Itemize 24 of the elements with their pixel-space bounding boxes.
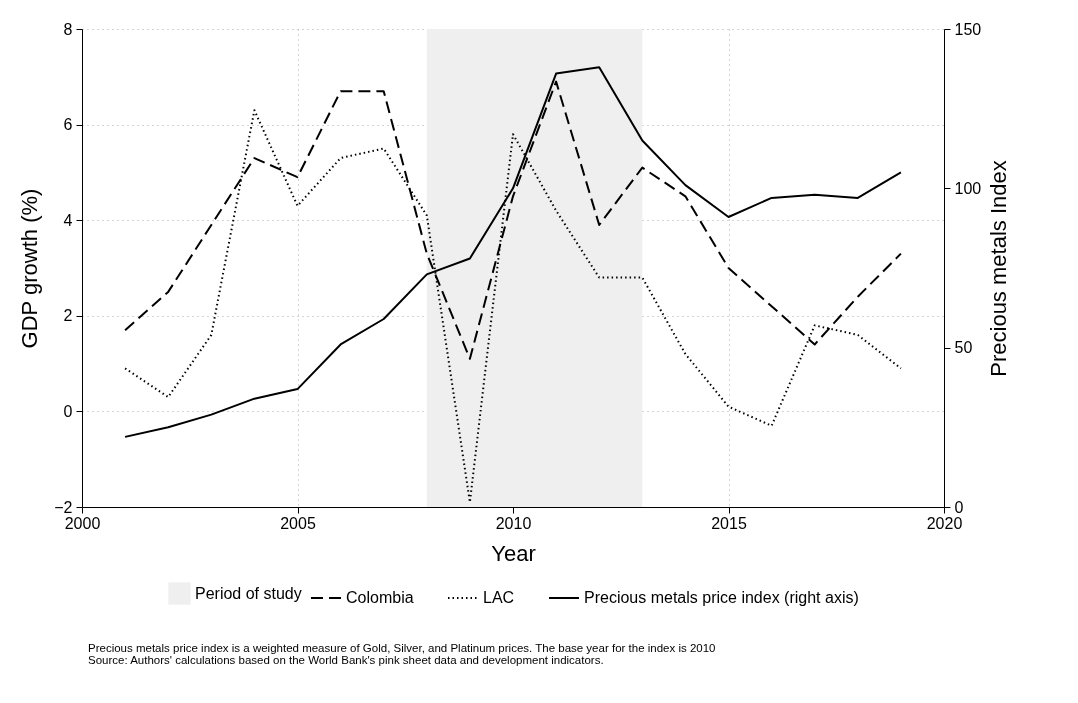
y-axis-title: GDP growth (%) [17,188,43,349]
y-tick-label: −2 [54,498,73,516]
y2-tick-label: 50 [954,339,973,357]
legend-label: Period of study [195,584,302,602]
y-tick-label: 6 [63,116,73,134]
x-tick-label: 2005 [280,514,316,532]
y2-axis-title: Precious metals Index [986,160,1012,377]
y2-tick-label: 150 [954,20,982,38]
y-tick-label: 8 [63,20,73,38]
legend-label: Colombia [346,589,414,606]
x-axis-title: Year [491,540,536,566]
y-tick-label: 2 [63,307,73,325]
y-tick-label: 4 [63,211,73,229]
x-tick-label: 2010 [495,514,532,532]
x-tick-label: 2015 [711,514,747,532]
y-tick-label: 0 [63,402,73,420]
legend-label: LAC [483,589,515,606]
text: Precious metals price index is a weighted measure of Gold, Silver, and Platinum prices. The base year for the index is 2010 [88,642,716,654]
y2-tick-label: 0 [954,498,964,516]
legend-label: Precious metals price index (right axis) [584,589,859,606]
x-tick-label: 2020 [926,514,963,532]
source-note: Source: Authors' calculations based on the World Bank's pink sheet data and development indicators. [88,654,605,666]
y2-tick-label: 100 [954,179,982,197]
x-tick-label: 2000 [64,514,101,532]
